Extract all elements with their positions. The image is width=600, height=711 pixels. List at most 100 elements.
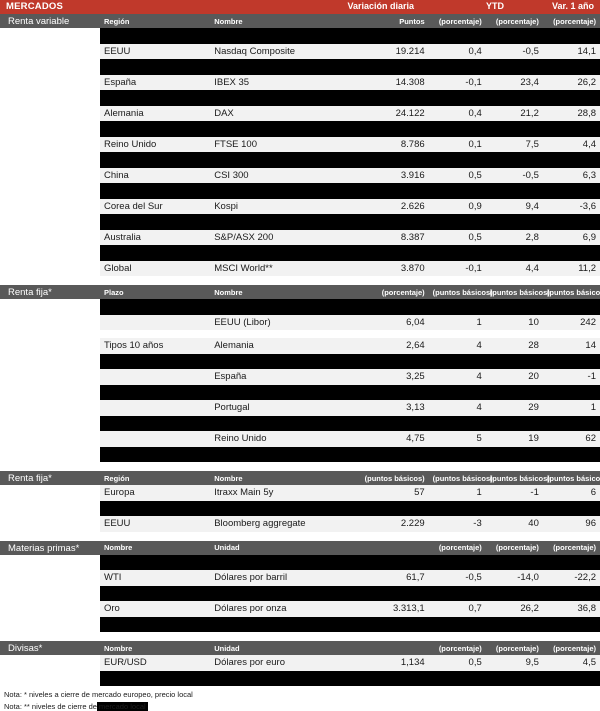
column-header: (porcentaje) xyxy=(356,285,429,299)
cell-region: EEUU xyxy=(100,516,211,532)
cell-1y-change: 6 xyxy=(542,485,600,501)
cell-name xyxy=(210,585,357,601)
cell-daily-change xyxy=(428,245,486,261)
cell-name: DAX xyxy=(210,105,357,121)
market-block: Renta fija* Región Nombre (puntos básicos)(… xyxy=(0,471,600,532)
table-header-row: Nombre Unidad (porcentaje) (porcentaje) (por… xyxy=(100,540,600,555)
cell-region xyxy=(100,415,211,431)
cell-region xyxy=(100,183,211,199)
table-row: España 3,25 4 20 -1 xyxy=(100,369,600,385)
table-header-row: Plazo Nombre (porcentaje) (puntos básicos)(… xyxy=(100,285,600,299)
table-row-redacted xyxy=(100,353,600,369)
cell-name xyxy=(210,384,357,400)
table-row: Reino Unido 4,75 5 19 62 xyxy=(100,431,600,447)
cell-value: 3.916 xyxy=(356,167,429,183)
cell-1y-change xyxy=(542,330,600,338)
cell-ytd-change xyxy=(485,28,543,44)
cell-1y-change xyxy=(542,353,600,369)
table-row-redacted xyxy=(100,616,600,632)
cell-name xyxy=(210,670,357,686)
cell-value: 3,13 xyxy=(356,400,429,416)
table-header-row: Región Nombre (puntos básicos) (puntos bási… xyxy=(100,471,600,485)
cell-ytd-change: 9,5 xyxy=(485,655,543,671)
cell-ytd-change xyxy=(485,59,543,75)
page-banner: MERCADOS Variación diaria YTD Var. 1 año xyxy=(0,0,600,14)
column-header xyxy=(356,540,429,555)
market-block: Renta variable Región Nombre Puntos (porcent… xyxy=(0,14,600,276)
cell-name: España xyxy=(210,369,357,385)
cell-1y-change: 26,2 xyxy=(542,74,600,90)
cell-value: 8.786 xyxy=(356,136,429,152)
cell-value xyxy=(356,384,429,400)
cell-name xyxy=(210,214,357,230)
table-row-redacted xyxy=(100,121,600,137)
column-header: Región xyxy=(100,471,211,485)
cell-value xyxy=(356,330,429,338)
cell-name: Bloomberg aggregate xyxy=(210,516,357,532)
cell-1y-change: -22,2 xyxy=(542,570,600,586)
cell-value xyxy=(356,59,429,75)
footer-note-text: Nota: * niveles a cierre de mercado euro… xyxy=(4,690,193,699)
column-header: Plazo xyxy=(100,285,211,299)
cell-ytd-change xyxy=(485,554,543,570)
cell-name: Reino Unido xyxy=(210,431,357,447)
column-header: Nombre xyxy=(210,471,357,485)
cell-ytd-change: -0,5 xyxy=(485,43,543,59)
cell-value: 4,75 xyxy=(356,431,429,447)
cell-region: Australia xyxy=(100,229,211,245)
cell-region xyxy=(100,616,211,632)
cell-ytd-change xyxy=(485,670,543,686)
cell-region: Global xyxy=(100,260,211,276)
banner-col-1y: Var. 1 año xyxy=(551,1,594,11)
cell-daily-change: -0,5 xyxy=(428,570,486,586)
cell-region: Alemania xyxy=(100,105,211,121)
cell-value xyxy=(356,446,429,462)
cell-name xyxy=(210,446,357,462)
cell-name xyxy=(210,59,357,75)
cell-ytd-change: 2,8 xyxy=(485,229,543,245)
column-header: (porcentaje) xyxy=(428,540,486,555)
block-side-label-column: Divisas* xyxy=(0,641,100,686)
page-title: MERCADOS xyxy=(6,1,64,12)
cell-region xyxy=(100,670,211,686)
cell-name: IBEX 35 xyxy=(210,74,357,90)
cell-ytd-change: 7,5 xyxy=(485,136,543,152)
cell-1y-change xyxy=(542,415,600,431)
cell-name xyxy=(210,245,357,261)
cell-ytd-change: 4,4 xyxy=(485,260,543,276)
block-table-wrapper: Región Nombre (puntos básicos) (puntos bási… xyxy=(100,471,600,532)
cell-daily-change xyxy=(428,121,486,137)
cell-region: Oro xyxy=(100,601,211,617)
table-row: Corea del Sur Kospi 2.626 0,9 9,4 -3,6 xyxy=(100,198,600,214)
cell-value xyxy=(356,616,429,632)
cell-region xyxy=(100,369,211,385)
cell-daily-change xyxy=(428,59,486,75)
cell-value: 3.870 xyxy=(356,260,429,276)
cell-daily-change: 0,4 xyxy=(428,43,486,59)
cell-daily-change: -0,1 xyxy=(428,260,486,276)
cell-ytd-change: 19 xyxy=(485,431,543,447)
cell-region: Tipos 10 años xyxy=(100,338,211,354)
cell-name: Nasdaq Composite xyxy=(210,43,357,59)
column-header: Puntos xyxy=(356,14,429,28)
cell-ytd-change xyxy=(485,90,543,106)
cell-1y-change xyxy=(542,670,600,686)
cell-1y-change: 1 xyxy=(542,400,600,416)
cell-name: Dólares por barril xyxy=(210,570,357,586)
cell-name xyxy=(210,299,357,315)
column-header: Unidad xyxy=(210,540,357,555)
column-header: Región xyxy=(100,14,211,28)
cell-value: 24.122 xyxy=(356,105,429,121)
cell-1y-change xyxy=(542,59,600,75)
table-row-redacted xyxy=(100,299,600,315)
block-side-label: Renta fija* xyxy=(0,285,100,299)
cell-daily-change: 1 xyxy=(428,314,486,330)
cell-value xyxy=(356,121,429,137)
table-header-row: Nombre Unidad (porcentaje) (porcentaje) (por… xyxy=(100,641,600,655)
column-header xyxy=(356,641,429,655)
cell-daily-change xyxy=(428,214,486,230)
cell-region xyxy=(100,90,211,106)
cell-ytd-change: 9,4 xyxy=(485,198,543,214)
table-row: Australia S&P/ASX 200 8.387 0,5 2,8 6,9 xyxy=(100,229,600,245)
footer-note: Nota: ** niveles de cierre de mercado lo… xyxy=(4,702,600,711)
